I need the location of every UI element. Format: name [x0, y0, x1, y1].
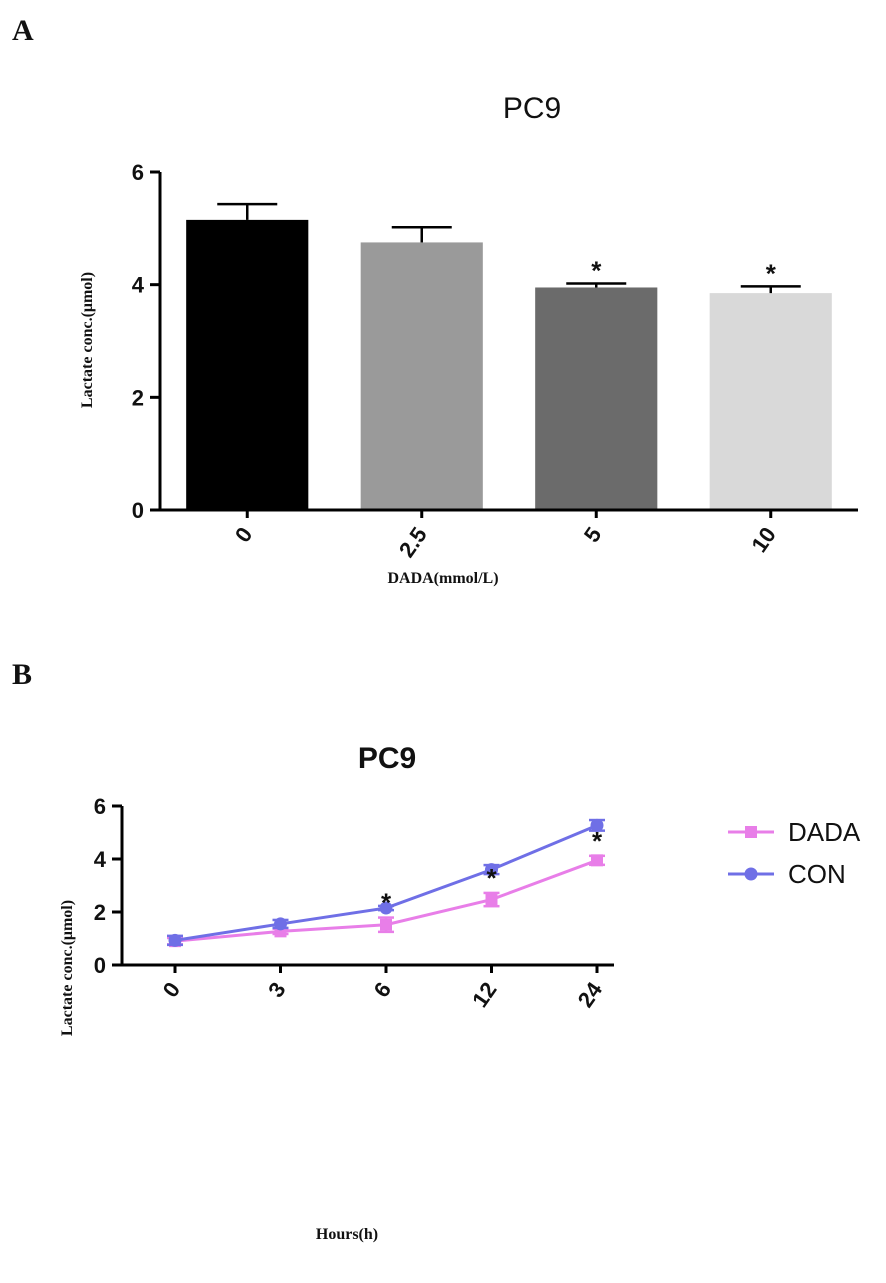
chart-a-y-axis-title: Lactate conc.(μmol) — [79, 272, 96, 408]
legend-label-dada: DADA — [788, 817, 861, 847]
legend-marker-con — [744, 867, 758, 881]
significance-mark-5: * — [592, 826, 603, 856]
chart-a-bars — [186, 219, 832, 510]
chart-b-y-ticks: 0 2 4 6 — [94, 794, 122, 978]
legend-label-con: CON — [788, 859, 846, 889]
bar-3 — [535, 287, 658, 510]
bar-4 — [709, 293, 832, 510]
panel-label-a: A — [12, 14, 34, 47]
y-tick-label-3: 4 — [94, 847, 107, 872]
point-dada-5 — [591, 854, 603, 867]
point-con-5 — [590, 818, 604, 832]
y-tick-label-1: 0 — [132, 498, 144, 523]
x-tick-label-3: 5 — [579, 523, 607, 547]
x-tick-label-3: 6 — [369, 978, 397, 1002]
chart-b-significance-marks: * * * — [381, 826, 603, 918]
significance-mark-3: * — [381, 888, 392, 918]
bar-1 — [186, 219, 309, 510]
x-tick-label-2: 2.5 — [394, 523, 432, 562]
x-tick-label-1: 0 — [158, 978, 186, 1002]
chart-b-series — [167, 818, 605, 948]
point-dada-4 — [485, 893, 498, 906]
panel-label-b: B — [12, 658, 32, 691]
chart-a-x-axis-title: DADA(mmol/L) — [387, 570, 498, 587]
y-tick-label-2: 2 — [132, 385, 144, 410]
chart-b-title: PC9 — [358, 742, 416, 775]
significance-mark-4: * — [766, 258, 777, 288]
chart-a-x-ticks: 0 2.5 5 10 — [230, 510, 781, 562]
y-tick-label-4: 6 — [94, 794, 106, 819]
y-tick-label-4: 6 — [132, 160, 144, 185]
point-con-1 — [168, 933, 182, 947]
chart-b-legend: DADA CON — [728, 817, 861, 889]
y-tick-label-3: 4 — [132, 273, 145, 298]
x-tick-label-4: 10 — [746, 523, 781, 557]
chart-a-error-bars — [217, 202, 801, 294]
x-tick-label-1: 0 — [230, 523, 258, 547]
point-con-4 — [485, 863, 498, 877]
significance-mark-3: * — [591, 256, 602, 286]
chart-b-x-ticks: 0 3 6 12 24 — [158, 965, 608, 1012]
legend-marker-dada — [745, 826, 757, 838]
chart-b-y-axis-title: Lactate conc.(μmol) — [59, 900, 76, 1036]
chart-a-significance-marks: * * — [591, 256, 777, 289]
y-tick-label-1: 0 — [94, 953, 106, 978]
point-con-3 — [379, 901, 393, 915]
significance-mark-4: * — [486, 863, 497, 893]
chart-b-x-axis-title: Hours(h) — [316, 1226, 378, 1243]
x-tick-label-4: 12 — [467, 978, 502, 1012]
x-tick-label-5: 24 — [573, 977, 608, 1012]
chart-a-y-ticks: 0 2 4 6 — [132, 160, 160, 523]
point-con-2 — [274, 917, 287, 931]
series-con — [167, 818, 605, 947]
x-tick-label-2: 3 — [263, 978, 291, 1002]
point-dada-3 — [380, 918, 392, 931]
chart-a-title: PC9 — [503, 92, 561, 125]
y-tick-label-2: 2 — [94, 900, 106, 925]
chart-b-axes — [120, 806, 614, 967]
bar-2 — [360, 242, 483, 510]
